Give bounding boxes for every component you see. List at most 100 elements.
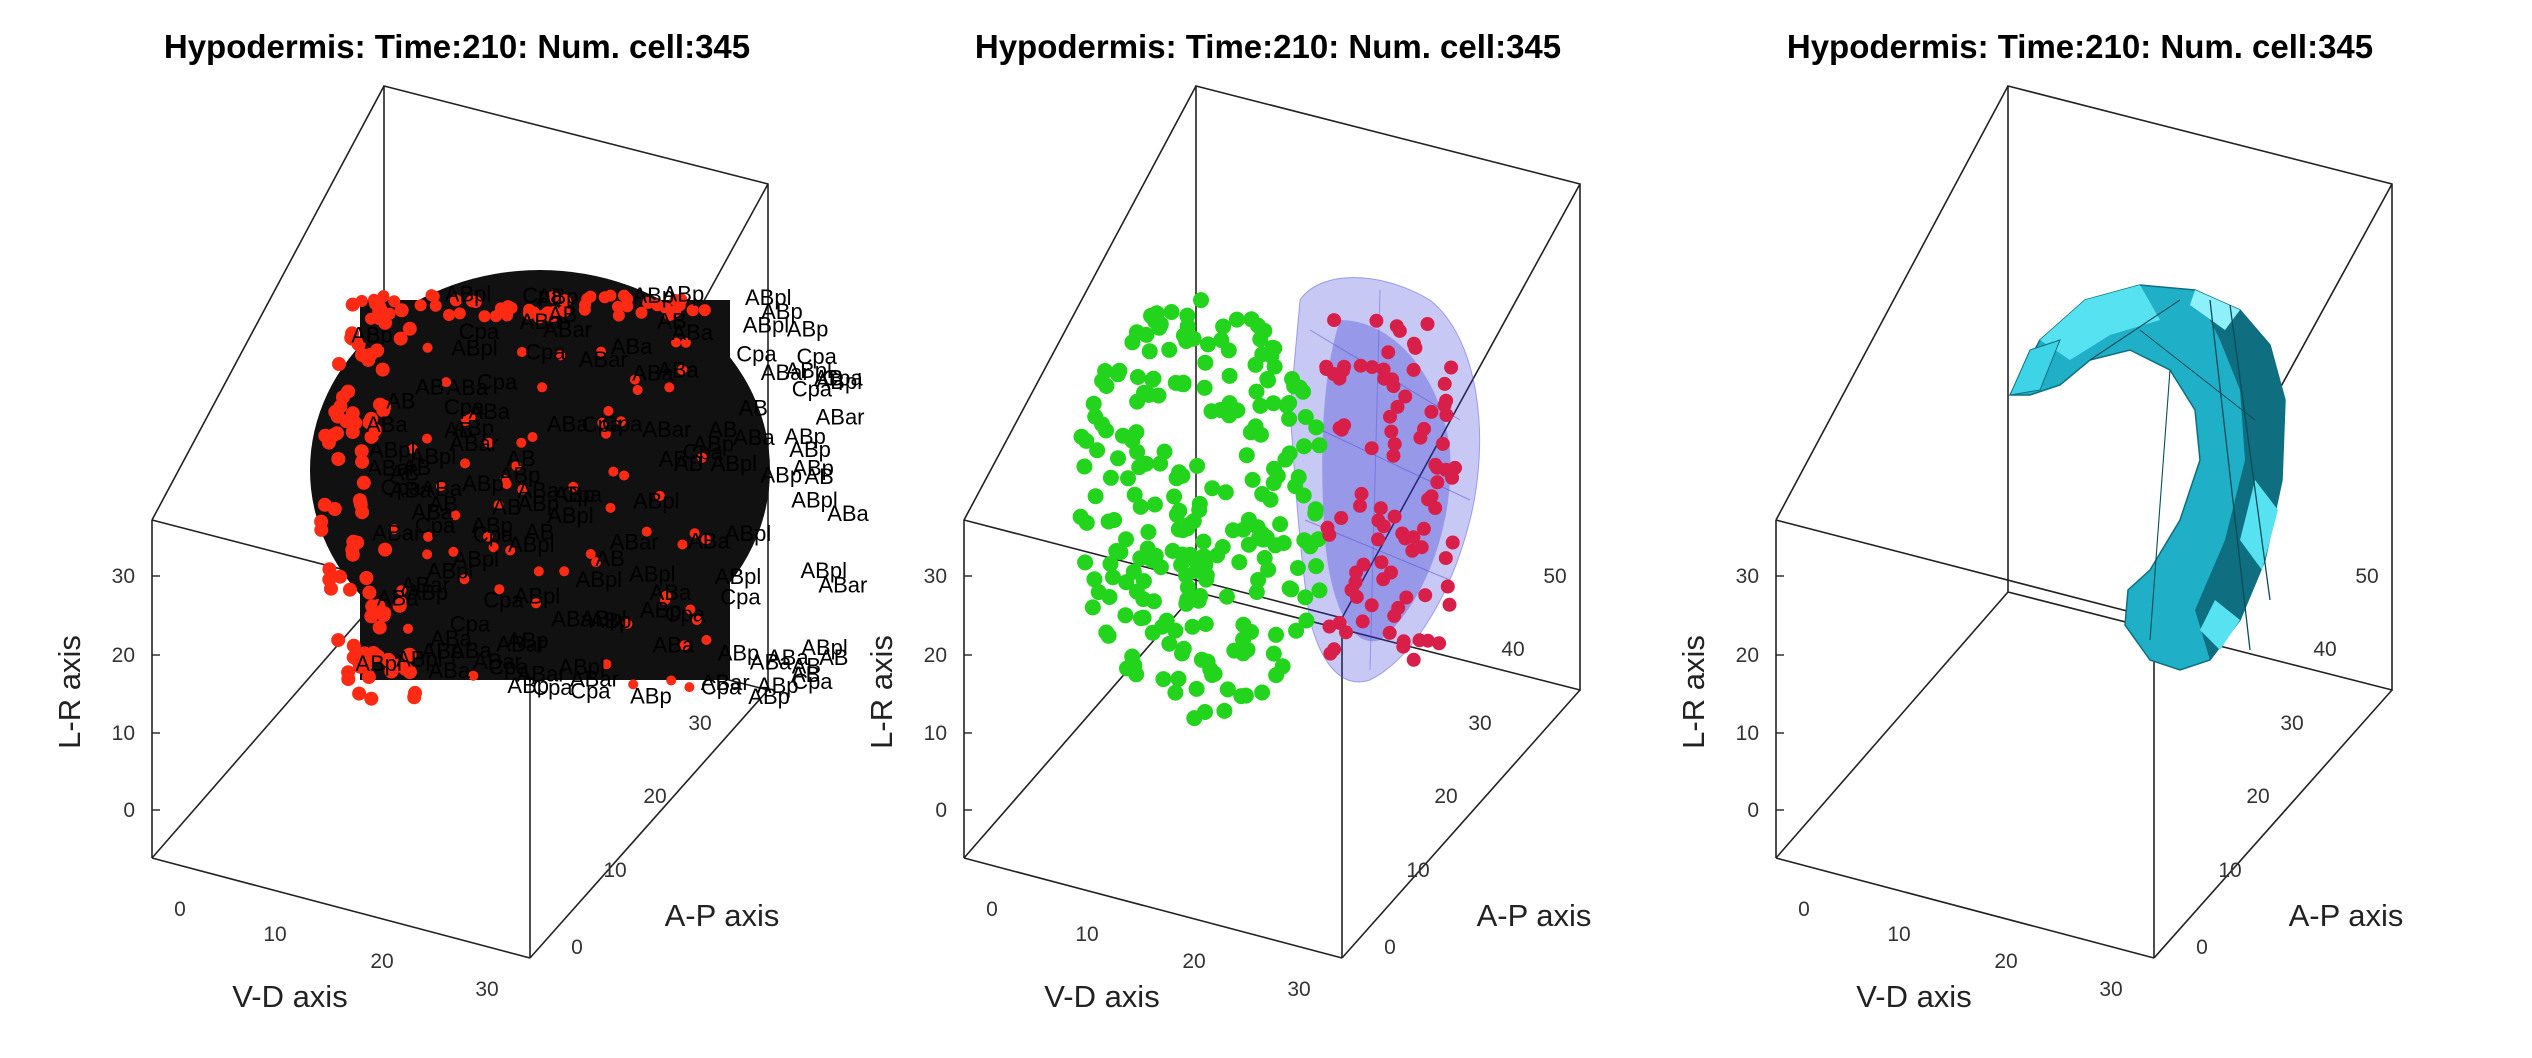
panel-1-cell xyxy=(364,429,379,444)
panel-1-x-ticks: 0 10 20 30 xyxy=(174,898,499,1001)
panel-1-cell xyxy=(642,296,655,309)
panel-2-green-cell xyxy=(1243,311,1260,328)
panel-2-magenta-cell xyxy=(1353,498,1367,513)
panel-1-cell xyxy=(361,670,376,684)
panel-2-box-edge xyxy=(1341,183,1581,619)
panel-2-green-cell xyxy=(1118,574,1135,591)
panel-1-cell xyxy=(364,609,379,624)
panel-1-cell-label: ABp xyxy=(630,684,672,709)
panel-1-cell-label: Cpa xyxy=(602,412,643,437)
panel-1-cell xyxy=(351,337,366,352)
panel-1-cell xyxy=(345,425,360,439)
panel-2-green-cell xyxy=(1184,618,1201,635)
panel-1-z-ticks: 30 20 10 0 xyxy=(112,565,160,822)
panel-3-surface-highlight xyxy=(2240,480,2278,570)
panel-2-x-tick-label: 10 xyxy=(1075,923,1098,946)
panel-1-cell xyxy=(660,595,671,606)
panel-2-bounding-box xyxy=(963,84,1581,959)
panel-1-cell xyxy=(578,303,591,316)
panel-1-cell xyxy=(616,416,627,427)
panel-2-green-cell xyxy=(1197,616,1214,632)
panel-2-z-ticks: 30 20 10 0 xyxy=(924,565,972,822)
panel-1-cell xyxy=(341,665,356,680)
panel-2-green-cell xyxy=(1198,567,1215,584)
panel-1-cell xyxy=(357,646,372,661)
panel-1-cell xyxy=(685,604,696,615)
panel-2-green-cell xyxy=(1173,556,1190,573)
panel-2-green-cell xyxy=(1120,470,1136,487)
panel-2-green-cell xyxy=(1078,514,1095,531)
panel-2-magenta-cell xyxy=(1390,399,1405,414)
panel-1-cell xyxy=(350,535,365,550)
panel-1-cell xyxy=(460,458,470,469)
panel-1-cell-label: AB xyxy=(402,455,431,480)
panel-1-cell-label: ABpl xyxy=(725,521,771,546)
panel-2-magenta-cell xyxy=(1371,532,1386,547)
panel-3-x-tick-label: 0 xyxy=(1798,898,1810,921)
panel-1-cell-label: ABa xyxy=(517,478,559,503)
panel-1-y-tick-label: 0 xyxy=(571,936,583,959)
panel-3-surface-highlight xyxy=(2200,600,2240,650)
panel-1-cell xyxy=(328,404,343,419)
panel-1-cell xyxy=(377,290,390,303)
panel-1-cell-label: ABpl xyxy=(715,564,761,589)
panel-2-magenta-cell xyxy=(1344,583,1359,597)
panel-2-green-cell xyxy=(1256,322,1273,339)
panel-1-cell-label: Cpa xyxy=(444,395,485,420)
panel-3-z-tick-label: 20 xyxy=(1736,644,1759,667)
panel-2-magenta-cell xyxy=(1445,470,1460,485)
panel-2-green-cell xyxy=(1114,427,1131,444)
panel-2-magenta-cell xyxy=(1369,313,1384,328)
panel-1-cell xyxy=(364,411,379,426)
panel-1-cell xyxy=(523,303,536,316)
panel-1-z-tick-label: 0 xyxy=(123,799,135,822)
panel-2-green-cell xyxy=(1131,459,1148,476)
panel-2-magenta-cell xyxy=(1389,319,1404,334)
panel-1-cell xyxy=(422,342,433,353)
panel-2-magenta-cell xyxy=(1371,513,1386,528)
panel-1-cell xyxy=(449,294,462,307)
panel-1-box-edge xyxy=(151,85,385,521)
panel-2-y-tick-label: 0 xyxy=(1384,936,1396,959)
panel-1-cell-label: Cpa xyxy=(570,678,611,703)
panel-2-y-tick-label: 50 xyxy=(1543,565,1566,588)
panel-2-green-cell xyxy=(1311,582,1328,599)
panel-2-green-cell xyxy=(1264,339,1281,356)
panel-3-title: Hypodermis: Time:210: Num. cell:345 xyxy=(1787,28,2373,65)
panel-2-magenta-cell xyxy=(1398,389,1413,404)
panel-1-cell xyxy=(371,599,386,613)
panel-1-cell-label: ABp xyxy=(761,299,803,324)
panel-2-green-cell xyxy=(1216,702,1233,719)
panel-2-green-cell xyxy=(1221,395,1238,412)
panel-1-cell-label: AB xyxy=(444,417,473,442)
panel-1-cell-label: ABar xyxy=(643,417,692,442)
panel-1-cell xyxy=(468,670,479,681)
panel-2-green-cell xyxy=(1129,443,1146,460)
panel-2-green-cell xyxy=(1272,516,1289,533)
panel-1-cell-label: ABp xyxy=(693,432,735,457)
panel-1-cell xyxy=(654,490,665,501)
panel-2-green-cell xyxy=(1155,671,1172,688)
panel-1-cell-label: ABpl xyxy=(711,451,757,476)
panel-1-cell xyxy=(499,475,510,485)
panel-1-cell xyxy=(679,640,690,651)
panel-2-green-cell xyxy=(1196,379,1213,396)
panel-1-cell xyxy=(370,649,385,664)
panel-2-y-tick-label: 20 xyxy=(1434,785,1457,808)
panel-1-cell-label: ABar xyxy=(701,670,750,695)
panel-1-cell xyxy=(352,686,367,701)
panel-1-cell-label: Cpa xyxy=(450,611,491,636)
panel-1-cell xyxy=(591,557,601,568)
panel-2-box-edge xyxy=(963,85,1197,521)
panel-1-cell-label: ABa xyxy=(750,649,792,674)
panel-1-cell xyxy=(622,618,633,629)
panel-2-green-cell xyxy=(1297,409,1314,425)
panel-1-cell xyxy=(345,326,360,341)
panel-2-magenta-cell xyxy=(1354,486,1369,501)
panel-1-cell xyxy=(355,347,369,362)
panel-2-z-axis-label: L-R axis xyxy=(864,635,899,749)
panel-1-cell-label: ABa xyxy=(767,645,809,670)
panel-2-x-tick-label: 30 xyxy=(1287,978,1310,1001)
panel-1-cell xyxy=(396,585,407,596)
panel-1-cell-label: ABp xyxy=(748,684,790,709)
